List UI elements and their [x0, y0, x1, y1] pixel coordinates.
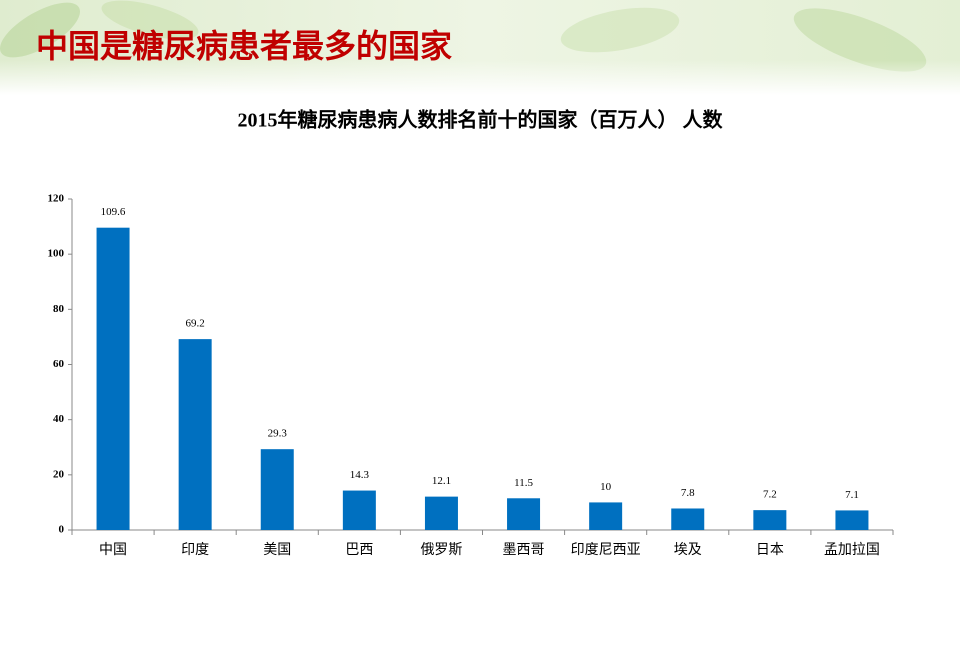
value-label: 69.2 — [186, 318, 205, 330]
plot: 0 20 40 60 80 100 120 中国 109.6 印度 69.2 美国 29.3 巴西 14.3… — [48, 193, 894, 558]
y-tick-label: 100 — [48, 248, 65, 260]
value-label: 7.8 — [681, 487, 695, 499]
x-tick-label: 巴西 — [345, 542, 373, 558]
x-tick-label: 美国 — [263, 542, 291, 558]
bar — [342, 490, 376, 530]
y-tick-label: 40 — [53, 413, 65, 425]
value-label: 11.5 — [514, 477, 533, 489]
bar — [835, 510, 869, 530]
bar — [589, 502, 623, 530]
bar — [96, 227, 130, 531]
x-tick-label: 埃及 — [674, 542, 702, 558]
value-label: 7.2 — [763, 489, 777, 501]
bar — [753, 510, 787, 530]
y-tick-label: 120 — [48, 193, 65, 205]
value-label: 14.3 — [350, 469, 370, 481]
y-tick-label: 20 — [53, 468, 65, 480]
x-tick-label: 印度 — [181, 542, 209, 558]
y-tick-label: 0 — [59, 524, 65, 536]
bar — [671, 508, 705, 530]
x-tick-label: 墨西哥 — [503, 542, 545, 558]
value-label: 29.3 — [268, 428, 288, 440]
chart-title: 2015年糖尿病患病人数排名前十的国家（百万人） 人数 — [238, 108, 724, 132]
bar — [178, 339, 212, 530]
x-tick-label: 孟加拉国 — [824, 542, 880, 558]
bar — [424, 496, 458, 530]
value-label: 10 — [600, 481, 612, 493]
value-label: 7.1 — [845, 489, 859, 501]
leaf — [101, 0, 199, 40]
leaf — [0, 2, 80, 58]
value-label: 109.6 — [101, 206, 126, 218]
leaf — [793, 8, 927, 72]
y-tick-label: 80 — [53, 303, 65, 315]
header-fade — [0, 60, 960, 95]
leaf — [560, 7, 680, 53]
x-tick-label: 印度尼西亚 — [571, 542, 641, 558]
bar — [507, 498, 541, 530]
slide-title: 中国是糖尿病患者最多的国家 — [36, 27, 452, 65]
bar — [260, 449, 294, 530]
x-tick-label: 俄罗斯 — [420, 542, 462, 558]
x-tick-label: 中国 — [99, 542, 127, 558]
value-label: 12.1 — [432, 475, 451, 487]
x-tick-label: 日本 — [756, 542, 784, 558]
y-tick-label: 60 — [53, 358, 65, 370]
